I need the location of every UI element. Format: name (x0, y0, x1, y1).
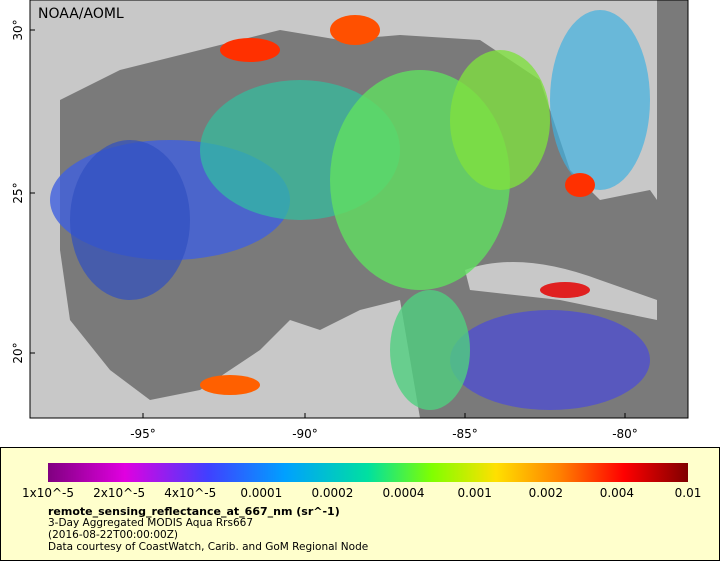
ocean-color (450, 310, 650, 410)
coastal-turbidity (220, 38, 280, 62)
lon-label: -90° (292, 427, 318, 441)
colorbar-label: 0.0001 (240, 486, 282, 500)
map-frame (29, 0, 689, 419)
lat-label: 30° (11, 19, 25, 40)
colorbar-label: 0.001 (457, 486, 491, 500)
legend-line: Data courtesy of CoastWatch, Carib. and … (48, 541, 368, 553)
coastal-turbidity (565, 173, 595, 197)
lon-label: -80° (612, 427, 638, 441)
map (30, 0, 688, 418)
lat-label: 20° (11, 342, 25, 363)
credit: NOAA/AOML (38, 6, 124, 22)
lat-label: 25° (11, 182, 25, 203)
colorbar-label: 4x10^-5 (164, 486, 216, 500)
lon-label: -85° (452, 427, 478, 441)
colorbar-label: 0.01 (675, 486, 702, 500)
colorbar-label: 0.004 (600, 486, 634, 500)
colorbar-labels: 1x10^-5 2x10^-5 4x10^-5 0.0001 0.0002 0.0004 0… (22, 486, 701, 500)
coastal-turbidity (540, 282, 590, 298)
variable-name: remote_sensing_reflectance_at_667_nm (sr… (48, 505, 340, 518)
lat-axis: 30° 25° 20° (11, 19, 35, 364)
ocean-color (70, 140, 190, 300)
colorbar (48, 463, 688, 482)
ocean-no-data (657, 0, 688, 418)
colorbar-label: 0.002 (529, 486, 563, 500)
ocean-color (390, 290, 470, 410)
colorbar-label: 0.0002 (311, 486, 353, 500)
legend-line: 3-Day Aggregated MODIS Aqua Rrs667 (48, 517, 253, 529)
legend-line: (2016-08-22T00:00:00Z) (48, 529, 178, 541)
coastal-turbidity (200, 375, 260, 395)
colorbar-label: 1x10^-5 (22, 486, 74, 500)
colorbar-label: 2x10^-5 (93, 486, 145, 500)
colorbar-label: 0.0004 (383, 486, 425, 500)
lon-axis: -95° -90° -85° -80° (130, 413, 638, 441)
ocean-color (550, 10, 650, 190)
coastal-turbidity (330, 15, 380, 45)
ocean-color (450, 50, 550, 190)
lon-label: -95° (130, 427, 156, 441)
legend-lines: 3-Day Aggregated MODIS Aqua Rrs667(2016-… (48, 517, 368, 553)
